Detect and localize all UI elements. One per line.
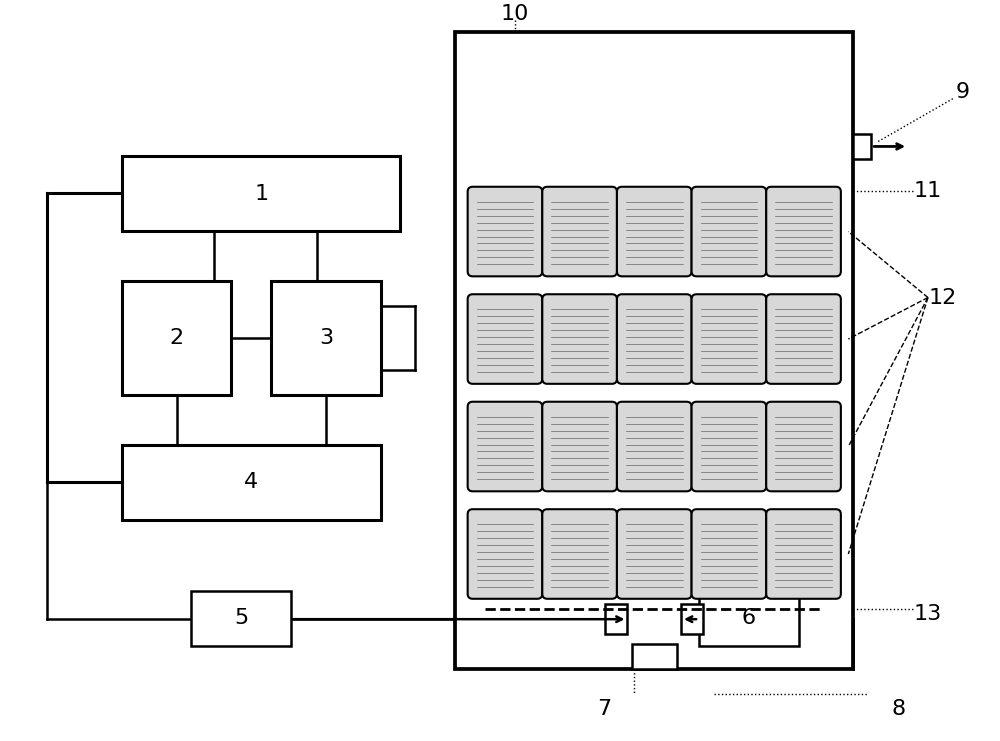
Bar xyxy=(699,591,799,646)
Text: 8: 8 xyxy=(891,699,905,719)
Text: 2: 2 xyxy=(169,328,184,348)
FancyBboxPatch shape xyxy=(468,187,542,276)
FancyBboxPatch shape xyxy=(692,509,766,599)
Text: 1: 1 xyxy=(254,184,268,204)
Bar xyxy=(632,644,677,669)
Text: 9: 9 xyxy=(956,82,970,102)
Text: 7: 7 xyxy=(597,699,612,719)
Bar xyxy=(605,604,627,634)
FancyBboxPatch shape xyxy=(766,402,841,491)
Text: 5: 5 xyxy=(234,608,248,628)
FancyBboxPatch shape xyxy=(617,509,692,599)
Text: 11: 11 xyxy=(914,182,942,202)
Bar xyxy=(122,445,381,519)
Bar xyxy=(191,591,291,646)
FancyBboxPatch shape xyxy=(692,187,766,276)
FancyBboxPatch shape xyxy=(468,509,542,599)
FancyBboxPatch shape xyxy=(617,187,692,276)
FancyBboxPatch shape xyxy=(542,294,617,384)
FancyBboxPatch shape xyxy=(542,187,617,276)
Bar xyxy=(455,32,853,669)
Text: 4: 4 xyxy=(244,472,258,492)
FancyBboxPatch shape xyxy=(766,187,841,276)
FancyBboxPatch shape xyxy=(766,509,841,599)
FancyBboxPatch shape xyxy=(468,294,542,384)
Bar xyxy=(122,156,400,231)
FancyBboxPatch shape xyxy=(766,294,841,384)
Text: 12: 12 xyxy=(929,288,957,308)
Bar xyxy=(271,281,381,395)
FancyBboxPatch shape xyxy=(542,509,617,599)
Bar xyxy=(681,604,703,634)
Text: 10: 10 xyxy=(501,4,529,24)
FancyBboxPatch shape xyxy=(617,294,692,384)
FancyBboxPatch shape xyxy=(692,294,766,384)
Text: 3: 3 xyxy=(319,328,333,348)
Bar xyxy=(122,281,231,395)
FancyBboxPatch shape xyxy=(542,402,617,491)
Bar xyxy=(853,133,871,159)
Text: 13: 13 xyxy=(914,604,942,624)
Text: 6: 6 xyxy=(742,608,756,628)
FancyBboxPatch shape xyxy=(617,402,692,491)
FancyBboxPatch shape xyxy=(468,402,542,491)
FancyBboxPatch shape xyxy=(692,402,766,491)
